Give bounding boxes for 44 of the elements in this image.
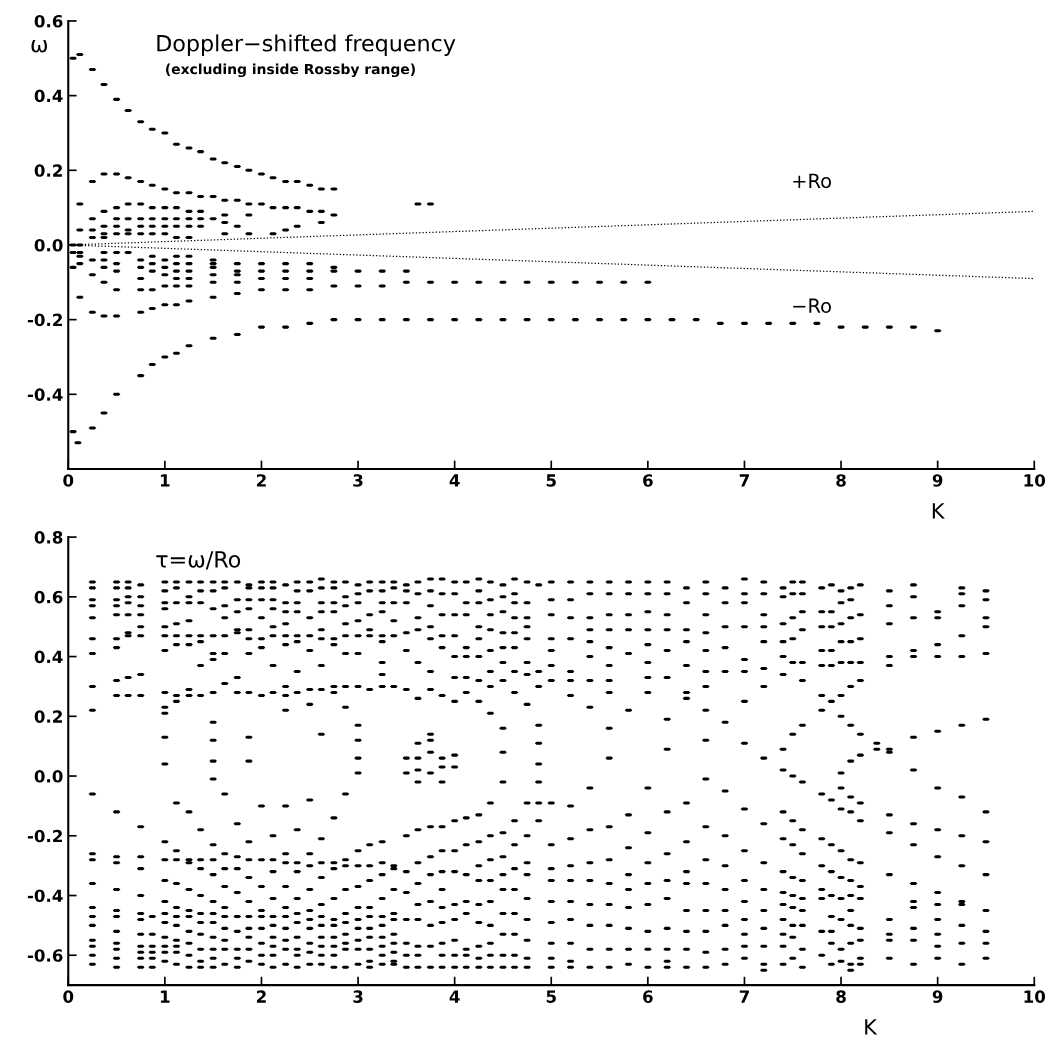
y-axis-title: ω — [31, 40, 48, 53]
y-tick-label: 0.0 — [34, 238, 63, 252]
x-tick-label: 0 — [63, 990, 74, 1003]
x-tick-label: 4 — [449, 474, 460, 487]
y-tick-label: 0.6 — [34, 590, 63, 604]
y-tick-label: -0.4 — [27, 388, 63, 401]
series-label: −Ro — [793, 298, 831, 314]
y-tick-label: 0.2 — [34, 710, 62, 723]
x-tick-label: 2 — [256, 990, 266, 1003]
text: (excluding inside Rossby range) — [166, 63, 415, 78]
series-label: +Ro — [793, 173, 831, 189]
x-tick-label: 6 — [643, 474, 653, 487]
y-tick-label: 0.6 — [34, 14, 63, 28]
x-axis-title: K — [865, 1019, 878, 1035]
x-tick-label: 8 — [836, 990, 846, 1003]
x-tick-label: 3 — [353, 474, 363, 487]
y-tick-label: 0.2 — [34, 164, 62, 177]
x-axis-title: K — [932, 503, 945, 519]
x-tick-label: 7 — [739, 474, 749, 487]
x-tick-label: 0 — [63, 474, 74, 487]
x-tick-label: 10 — [1024, 990, 1046, 1003]
y-tick-label: -0.2 — [27, 829, 62, 843]
x-tick-label: 4 — [449, 990, 460, 1003]
y-tick-label: 0.4 — [34, 89, 63, 103]
x-tick-label: 6 — [643, 990, 653, 1003]
x-tick-label: 10 — [1024, 474, 1046, 487]
x-tick-label: 5 — [546, 990, 556, 1003]
y-tick-label: -0.6 — [27, 949, 63, 962]
y-tick-label: 0.0 — [34, 770, 63, 783]
text: τ=ω/Ro — [156, 551, 241, 570]
x-tick-label: 9 — [932, 990, 943, 1003]
x-tick-label: 5 — [546, 474, 556, 487]
x-tick-label: 1 — [160, 990, 170, 1003]
x-tick-label: 3 — [353, 990, 363, 1003]
x-tick-label: 2 — [256, 474, 266, 487]
x-tick-label: 7 — [739, 990, 749, 1003]
x-tick-label: 8 — [836, 474, 846, 487]
text: Doppler−shifted frequency — [157, 34, 456, 56]
y-tick-label: 0.4 — [34, 650, 63, 664]
y-tick-label: -0.2 — [27, 313, 62, 327]
y-tick-label: 0.8 — [34, 531, 63, 544]
x-tick-label: 1 — [160, 474, 170, 487]
x-tick-label: 9 — [932, 474, 943, 487]
y-tick-label: -0.4 — [27, 889, 63, 903]
